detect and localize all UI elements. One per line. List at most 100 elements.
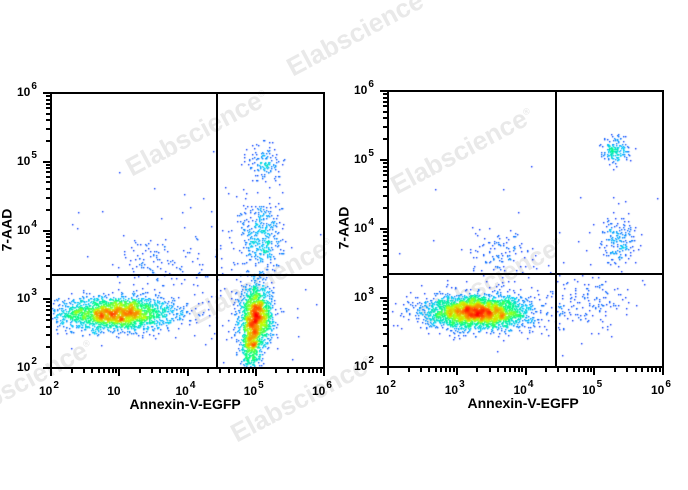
y-tick	[380, 366, 387, 368]
x-tick	[107, 369, 110, 373]
x-tick-label: 106	[312, 380, 332, 398]
x-tick	[150, 369, 153, 373]
quadrant-gate-horizontal[interactable]	[51, 274, 324, 276]
x-tick	[307, 369, 310, 373]
x-tick	[82, 369, 85, 373]
y-tick	[383, 96, 387, 99]
y-tick	[383, 231, 387, 234]
scatter-canvas	[51, 93, 324, 368]
quadrant-gate-vertical[interactable]	[555, 91, 557, 367]
x-tick	[319, 369, 322, 373]
x-tick	[171, 369, 174, 373]
x-tick	[476, 368, 479, 372]
y-tick	[46, 236, 50, 239]
y-tick	[46, 102, 50, 105]
y-tick	[46, 318, 50, 321]
y-tick	[383, 117, 387, 120]
y-tick-label: 105	[354, 148, 374, 166]
y-tick	[383, 345, 387, 348]
y-tick	[383, 248, 387, 251]
y-tick	[383, 317, 387, 320]
quadrant-gate-vertical[interactable]	[216, 93, 218, 368]
x-tick	[445, 368, 448, 372]
y-tick	[46, 167, 50, 170]
x-tick	[613, 368, 616, 372]
x-tick	[138, 369, 141, 373]
y-tick-label: 105	[17, 149, 37, 168]
x-tick	[651, 368, 654, 372]
x-tick	[593, 368, 596, 375]
y-tick	[43, 367, 50, 369]
x-tick	[521, 368, 524, 372]
y-tick	[46, 325, 50, 328]
watermark: Elabscience®	[281, 0, 434, 83]
y-tick	[383, 138, 387, 141]
y-tick	[383, 162, 387, 165]
y-tick	[380, 90, 387, 92]
y-tick	[46, 240, 50, 243]
y-tick-label: 106	[354, 79, 374, 97]
plot-frame	[387, 90, 664, 368]
y-tick	[383, 195, 387, 198]
x-tick	[254, 369, 257, 376]
x-tick	[219, 369, 222, 373]
y-tick	[46, 346, 50, 349]
y-tick	[46, 334, 50, 337]
x-tick-label: 106	[651, 379, 671, 397]
x-tick	[435, 368, 438, 372]
y-tick	[383, 333, 387, 336]
x-tick	[312, 369, 315, 373]
y-axis-title: 7-AAD	[335, 206, 352, 250]
y-tick	[43, 229, 50, 232]
y-tick	[383, 100, 387, 103]
x-tick	[662, 368, 664, 375]
x-tick	[186, 369, 189, 376]
x-tick	[159, 369, 162, 373]
x-tick	[175, 369, 178, 373]
x-tick-label: 10	[107, 384, 121, 398]
quadrant-gate-horizontal[interactable]	[388, 273, 663, 275]
y-tick-label: 104	[17, 218, 37, 237]
y-tick	[43, 160, 50, 163]
x-tick	[545, 368, 548, 372]
y-tick	[383, 300, 387, 303]
plot-frame	[50, 92, 325, 369]
y-tick	[46, 232, 50, 235]
x-tick	[428, 368, 431, 372]
y-tick	[46, 250, 50, 253]
x-tick	[407, 368, 410, 372]
x-tick	[497, 368, 500, 372]
y-tick-label: 102	[17, 356, 37, 374]
y-tick	[46, 196, 50, 199]
x-tick	[287, 369, 290, 373]
x-tick	[513, 368, 516, 372]
y-tick	[46, 301, 50, 304]
x-tick-label: 102	[39, 380, 59, 398]
y-tick	[383, 105, 387, 108]
x-tick	[586, 368, 589, 372]
y-tick	[46, 244, 50, 247]
x-tick-label: 102	[376, 379, 396, 397]
x-tick	[488, 368, 491, 372]
y-tick	[383, 243, 387, 246]
x-tick	[234, 369, 237, 373]
x-tick	[655, 368, 658, 372]
x-tick	[50, 369, 52, 376]
x-tick	[179, 369, 182, 373]
x-tick	[509, 368, 512, 372]
y-tick	[383, 126, 387, 129]
x-tick	[97, 369, 100, 373]
x-tick	[565, 368, 568, 372]
x-tick	[323, 369, 325, 376]
y-tick	[46, 277, 50, 280]
y-tick-label: 103	[354, 286, 374, 304]
y-tick	[46, 98, 50, 101]
y-tick-label: 106	[17, 81, 37, 99]
x-tick	[118, 369, 121, 376]
y-tick	[383, 255, 387, 258]
y-tick	[46, 256, 50, 259]
x-tick	[103, 369, 106, 373]
y-tick	[46, 107, 50, 110]
x-tick	[582, 368, 585, 372]
x-tick-label: 103	[444, 379, 465, 397]
